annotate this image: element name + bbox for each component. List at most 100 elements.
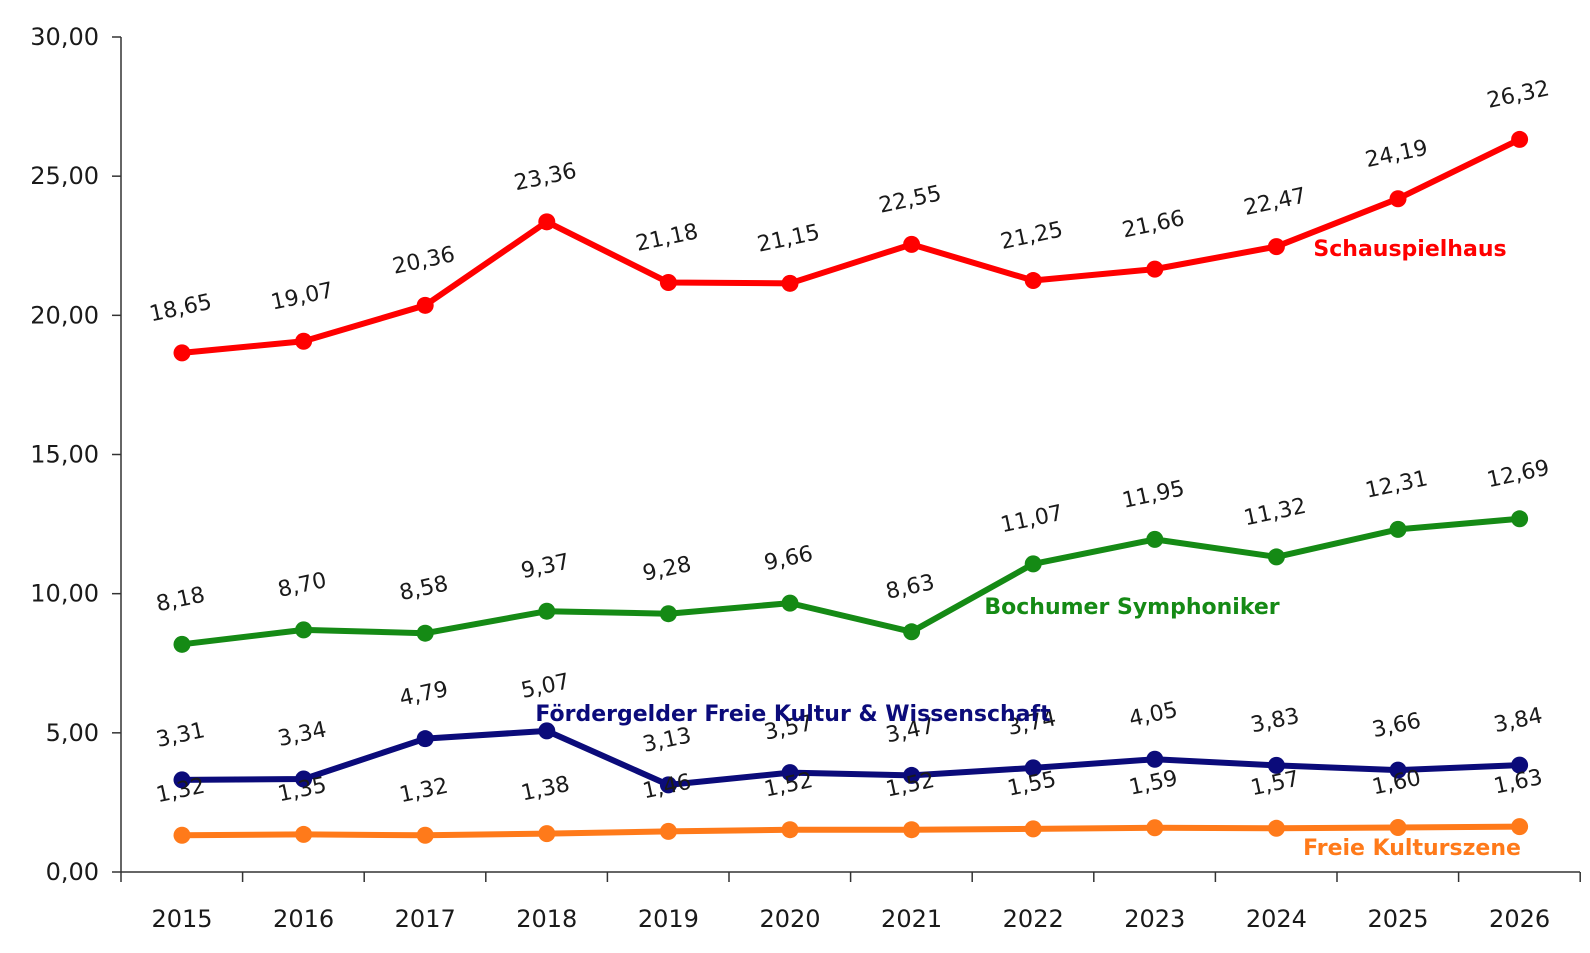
x-tick-label: 2024	[1246, 905, 1307, 933]
data-labels: 18,65 19,07 20,36 23,36 21,18 21,15 22,55 21,25…	[147, 76, 1551, 861]
series-line	[179, 727, 1523, 788]
data-point	[538, 825, 556, 843]
data-point	[295, 621, 313, 639]
series-name-label: Fördergelder Freie Kultur & Wissenschaft	[535, 702, 1051, 727]
data-label: 21,15	[755, 220, 822, 258]
data-label: 3,66	[1370, 708, 1423, 743]
data-label: 11,32	[1242, 494, 1309, 532]
data-label: 5,07	[519, 669, 572, 704]
data-label: 12,31	[1363, 466, 1430, 504]
data-label: 9,37	[519, 550, 572, 585]
data-label: 22,55	[877, 181, 944, 219]
data-point	[1146, 819, 1164, 837]
series-layer	[173, 130, 1529, 844]
x-tick-label: 2017	[395, 905, 456, 933]
data-point	[173, 826, 191, 844]
data-point	[1267, 756, 1285, 774]
data-label: 4,79	[397, 677, 450, 712]
data-point	[1024, 555, 1042, 573]
x-tick-label: 2016	[273, 905, 334, 933]
data-point	[1511, 510, 1529, 528]
data-point	[659, 273, 677, 291]
data-label: 1,32	[154, 774, 207, 809]
series-name-label: Freie Kulturszene	[1303, 836, 1521, 861]
data-label: 23,36	[512, 159, 579, 197]
data-label: 22,47	[1242, 183, 1309, 221]
data-point	[659, 776, 677, 794]
data-label: 4,05	[1127, 698, 1180, 733]
series-line	[179, 823, 1523, 839]
data-point	[1146, 260, 1164, 278]
data-point	[538, 213, 556, 231]
data-point	[1511, 756, 1529, 774]
x-tick-label: 2026	[1489, 905, 1550, 933]
data-point	[1267, 548, 1285, 566]
series-freie-kulturszene	[173, 818, 1529, 844]
x-tick-label: 2025	[1367, 905, 1428, 933]
data-point	[903, 235, 921, 253]
data-label: 11,95	[1120, 476, 1187, 514]
data-point	[416, 730, 434, 748]
series-name-label: Bochumer Symphoniker	[984, 595, 1279, 620]
data-point	[903, 821, 921, 839]
y-tick-label: 30,00	[30, 23, 99, 51]
data-label: 21,66	[1120, 206, 1187, 244]
data-point	[903, 766, 921, 784]
y-tick-label: 15,00	[30, 441, 99, 469]
data-label: 21,18	[634, 219, 701, 257]
data-point	[1267, 238, 1285, 256]
series-bochumer-symphoniker	[173, 510, 1529, 653]
y-tick-label: 0,00	[46, 858, 99, 886]
data-point	[1511, 818, 1529, 836]
data-point	[1024, 759, 1042, 777]
data-label: 1,32	[397, 774, 450, 809]
data-point	[1267, 819, 1285, 837]
data-label: 1,63	[1492, 765, 1545, 800]
data-label: 8,63	[884, 570, 937, 605]
data-point	[295, 825, 313, 843]
series-foerdergelder-freie-kultur	[173, 722, 1529, 794]
data-label: 8,58	[397, 572, 450, 607]
x-tick-label: 2022	[1003, 905, 1064, 933]
x-tick-label: 2019	[638, 905, 699, 933]
data-label: 24,19	[1363, 136, 1430, 174]
data-point	[173, 771, 191, 789]
y-tick-label: 5,00	[46, 719, 99, 747]
data-point	[295, 332, 313, 350]
data-point	[173, 344, 191, 362]
data-point	[1389, 190, 1407, 208]
y-tick-label: 25,00	[30, 162, 99, 190]
data-label: 3,13	[640, 723, 693, 758]
data-point	[781, 821, 799, 839]
data-point	[659, 605, 677, 623]
data-point	[781, 764, 799, 782]
data-point	[416, 826, 434, 844]
data-point	[903, 623, 921, 641]
data-point	[1024, 272, 1042, 290]
data-label: 8,18	[154, 583, 207, 618]
data-label: 9,28	[640, 552, 693, 587]
data-point	[416, 624, 434, 642]
data-label: 9,66	[762, 541, 815, 576]
data-point	[659, 822, 677, 840]
data-point	[1024, 820, 1042, 838]
data-point	[1389, 761, 1407, 779]
data-label: 3,84	[1492, 703, 1545, 738]
data-point	[295, 770, 313, 788]
data-label: 1,55	[1005, 767, 1058, 802]
data-label: 3,31	[154, 718, 207, 753]
data-label: 1,38	[519, 772, 572, 807]
data-label: 26,32	[1485, 76, 1552, 114]
data-label: 3,83	[1248, 704, 1301, 739]
data-point	[1511, 130, 1529, 148]
data-label: 3,34	[276, 717, 329, 752]
data-point	[538, 722, 556, 740]
data-point	[781, 274, 799, 292]
data-label: 21,25	[998, 217, 1065, 255]
y-tick-label: 20,00	[30, 301, 99, 329]
data-point	[1389, 818, 1407, 836]
axes: 0,00 5,00 10,00 15,00 20,00 25,00 30,00 2015 201…	[30, 23, 1581, 933]
data-label: 11,07	[998, 501, 1065, 539]
data-label: 12,69	[1485, 456, 1552, 494]
